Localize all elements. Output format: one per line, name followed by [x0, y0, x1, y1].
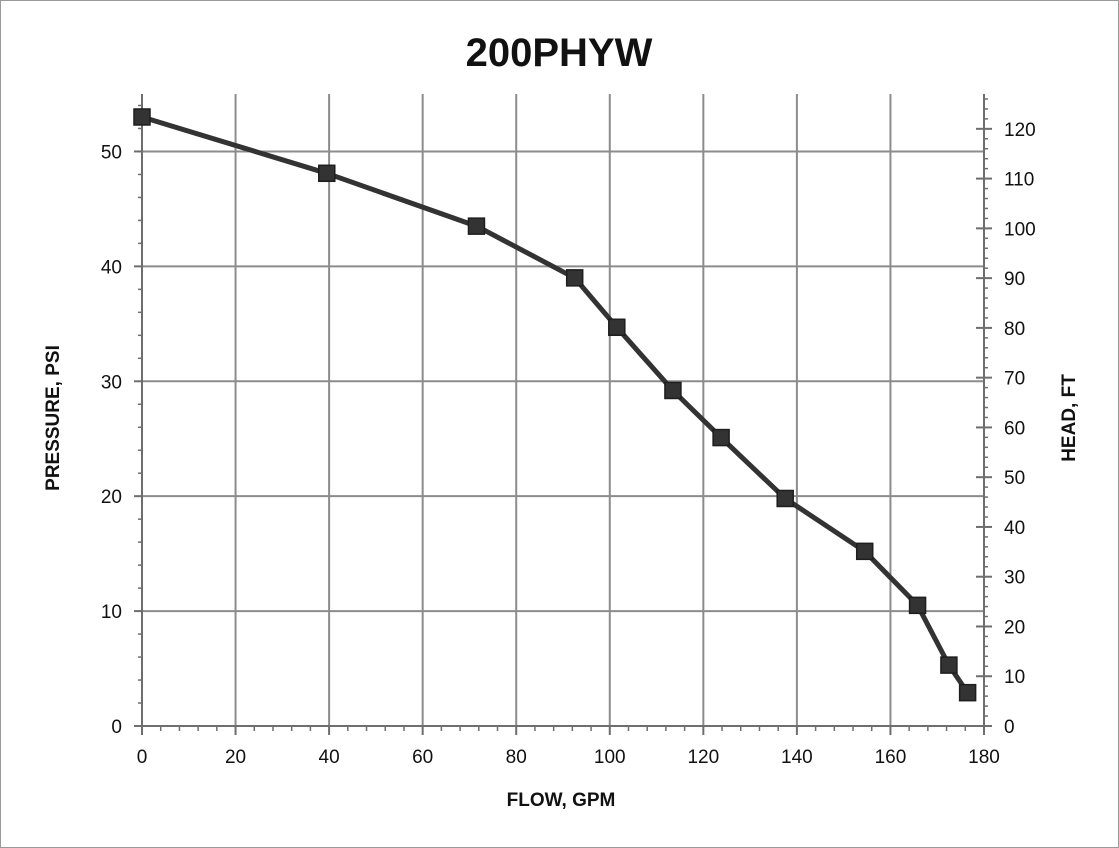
data-point-marker [712, 428, 730, 447]
x-tick-label: 40 [319, 747, 340, 768]
x-axis-label: FLOW, GPM [507, 790, 616, 811]
data-point-marker [664, 381, 682, 400]
series-line-layer [139, 114, 971, 696]
y2-tick-label: 60 [1004, 418, 1025, 439]
data-markers [133, 108, 977, 702]
y2-tick-label: 30 [1004, 568, 1025, 589]
x-tick-label: 120 [687, 747, 719, 768]
y2-tick-label: 70 [1004, 369, 1025, 390]
y2-tick-label: 80 [1004, 319, 1025, 340]
y-tick-label: 40 [101, 257, 122, 278]
y-tick-label: 10 [101, 602, 122, 623]
data-point-marker [318, 164, 336, 183]
data-point-marker [776, 489, 794, 508]
y2-tick-label: 10 [1004, 667, 1025, 688]
data-point-marker [467, 217, 486, 235]
data-point-marker [908, 596, 927, 615]
x-tick-label: 80 [506, 747, 527, 768]
x-tick-label: 60 [412, 747, 433, 768]
y-tick-label: 30 [101, 372, 122, 393]
y2-tick-label: 110 [1004, 170, 1034, 191]
tick-labels: 0 20 40 60 80 100 120 140 160 1800102030405001020… [101, 120, 1036, 768]
x-tick-label: 100 [594, 747, 626, 768]
x-tick-label: 180 [968, 747, 1000, 768]
y2-tick-label: 90 [1004, 269, 1025, 290]
data-point-marker [958, 683, 977, 702]
y2-tick-label: 40 [1004, 518, 1025, 539]
data-point-marker [565, 269, 584, 287]
y2-tick-label: 120 [1004, 120, 1036, 141]
x-tick-label: 0 [137, 747, 148, 768]
x-tick-label: 160 [875, 747, 907, 768]
data-point-marker [608, 318, 626, 337]
y2-tick-label: 100 [1004, 219, 1036, 240]
x-tick-label: 20 [225, 747, 246, 768]
y-tick-label: 20 [101, 487, 122, 508]
y2-tick-label: 50 [1004, 468, 1025, 489]
data-point-marker [133, 108, 151, 126]
y2-axis-label: HEAD, FT [1059, 374, 1080, 462]
y-axis-label: PRESSURE, PSI [43, 345, 64, 491]
y-tick-label: 50 [101, 142, 122, 163]
data-point-marker [855, 542, 874, 561]
y2-tick-label: 20 [1004, 617, 1025, 638]
y-tick-label: 0 [111, 717, 122, 738]
axes [134, 94, 992, 735]
y2-tick-label: 0 [1004, 717, 1015, 738]
chart-title: 200PHYW [466, 31, 653, 75]
series-line [139, 114, 971, 696]
x-tick-label: 140 [781, 747, 813, 768]
data-point-marker [940, 656, 958, 674]
grid-lines [142, 94, 984, 726]
